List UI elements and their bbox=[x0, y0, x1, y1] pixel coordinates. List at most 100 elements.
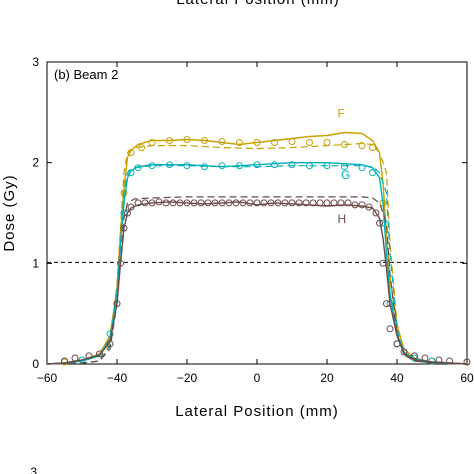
data-point bbox=[183, 162, 191, 170]
data-point bbox=[117, 259, 124, 267]
y-tick-label: 3 bbox=[32, 55, 39, 69]
data-point bbox=[358, 142, 366, 150]
data-point bbox=[421, 354, 429, 362]
data-point bbox=[306, 139, 313, 146]
series-label-F: F bbox=[338, 106, 345, 120]
data-point bbox=[253, 199, 261, 207]
series-label-H: H bbox=[338, 212, 347, 226]
data-point bbox=[323, 199, 331, 207]
data-point bbox=[141, 199, 149, 207]
data-point bbox=[201, 137, 208, 144]
data-point bbox=[127, 169, 135, 177]
data-point bbox=[71, 354, 79, 362]
y-tick-label: 1 bbox=[32, 256, 39, 270]
data-point bbox=[365, 203, 373, 211]
data-point bbox=[358, 201, 366, 209]
data-point bbox=[253, 139, 261, 146]
data-point bbox=[239, 199, 247, 207]
x-tick-label: 40 bbox=[390, 371, 404, 385]
y-tick-label: 0 bbox=[32, 357, 39, 371]
y-tick-labels: 0 1 2 3 bbox=[32, 55, 39, 371]
data-point bbox=[204, 199, 212, 207]
data-point bbox=[435, 356, 443, 364]
data-point bbox=[274, 199, 282, 207]
data-point bbox=[288, 199, 296, 207]
data-point bbox=[148, 162, 156, 170]
plot-frame bbox=[46, 61, 468, 365]
x-axis-title: Lateral Position (mm) bbox=[175, 403, 339, 420]
data-point bbox=[190, 199, 198, 207]
next-panel-ytick-fragment: 3 bbox=[30, 465, 37, 474]
y-axis-title: Dose (Gy) bbox=[1, 174, 18, 251]
data-point bbox=[358, 164, 366, 172]
data-point bbox=[306, 162, 313, 170]
data-point bbox=[218, 199, 226, 207]
data-point bbox=[271, 161, 278, 169]
data-point bbox=[166, 161, 173, 169]
data-point bbox=[271, 139, 278, 146]
data-point bbox=[376, 219, 383, 227]
data-point bbox=[134, 199, 142, 207]
data-point bbox=[134, 164, 142, 172]
data-point bbox=[393, 340, 401, 348]
data-point bbox=[162, 199, 170, 207]
data-point bbox=[323, 139, 331, 146]
data-point bbox=[341, 163, 348, 171]
data-point bbox=[323, 162, 331, 170]
y-tick-label: 2 bbox=[32, 156, 39, 170]
data-point bbox=[127, 149, 135, 157]
data-point bbox=[225, 199, 233, 207]
data-point bbox=[127, 203, 135, 211]
x-tick-label: 20 bbox=[320, 371, 334, 385]
data-point bbox=[166, 137, 173, 144]
data-point bbox=[138, 144, 145, 152]
data-point bbox=[316, 199, 324, 207]
data-point bbox=[106, 340, 114, 348]
data-point bbox=[201, 163, 208, 171]
data-point bbox=[341, 141, 348, 148]
data-point bbox=[369, 169, 376, 177]
data-point bbox=[211, 199, 219, 207]
data-point bbox=[183, 199, 191, 207]
data-point bbox=[383, 300, 390, 308]
data-point bbox=[344, 199, 352, 207]
data-point bbox=[253, 161, 261, 169]
data-point bbox=[218, 162, 226, 170]
axis-ticks bbox=[46, 61, 468, 365]
series-F: F bbox=[46, 106, 471, 366]
data-point bbox=[372, 209, 380, 217]
data-point bbox=[351, 201, 359, 209]
data-point bbox=[232, 199, 240, 207]
data-point bbox=[337, 199, 345, 207]
data-point bbox=[288, 161, 296, 169]
data-point bbox=[148, 139, 156, 146]
data-point bbox=[236, 162, 243, 170]
series-H: H bbox=[46, 196, 471, 366]
data-point bbox=[113, 300, 121, 308]
data-point bbox=[288, 138, 296, 145]
data-point bbox=[218, 138, 226, 145]
data-point bbox=[411, 352, 418, 360]
series-label-G: G bbox=[341, 168, 350, 182]
x-tick-label: −60 bbox=[37, 371, 58, 385]
data-point bbox=[463, 358, 471, 366]
data-point bbox=[169, 199, 177, 207]
data-point bbox=[61, 357, 68, 365]
data-point bbox=[246, 199, 254, 207]
panel-label: (b) Beam 2 bbox=[54, 67, 118, 82]
data-point bbox=[236, 139, 243, 146]
data-point bbox=[120, 224, 128, 232]
measured-line-G bbox=[46, 161, 468, 365]
measured-line-H bbox=[46, 201, 468, 365]
data-point bbox=[330, 199, 338, 207]
data-point bbox=[183, 136, 191, 143]
x-tick-label: 60 bbox=[460, 371, 474, 385]
data-point bbox=[386, 325, 394, 333]
data-point bbox=[124, 209, 131, 217]
data-point bbox=[369, 144, 376, 152]
data-point bbox=[96, 350, 103, 358]
data-point bbox=[379, 259, 387, 267]
data-point bbox=[106, 330, 114, 338]
data-point bbox=[446, 357, 453, 365]
